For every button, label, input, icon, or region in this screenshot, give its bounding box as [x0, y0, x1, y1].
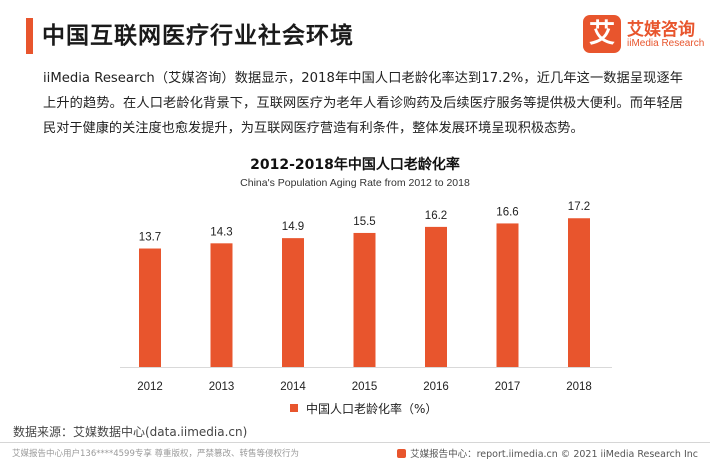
footer-report-text: 艾媒报告中心：report.iimedia.cn © 2021 iiMedia …: [410, 449, 698, 460]
chart-title: 2012-2018年中国人口老龄化率: [250, 157, 460, 173]
data-label-2015: 15.5: [353, 216, 375, 228]
x-tick-label-2018: 2018: [566, 381, 592, 393]
title-accent-bar: [26, 18, 33, 54]
bar-2012: [139, 248, 161, 367]
data-source: 数据来源：艾媒数据中心(data.iimedia.cn): [13, 425, 248, 439]
footer-report-link: 艾媒报告中心：report.iimedia.cn © 2021 iiMedia …: [397, 446, 698, 460]
x-tick-label-2012: 2012: [137, 381, 163, 393]
logo-mark-icon: 艾: [583, 15, 621, 53]
x-tick-label-2014: 2014: [280, 381, 306, 393]
bar-2017: [496, 223, 519, 367]
bar-2016: [425, 226, 447, 367]
intro-paragraph: iiMedia Research（艾媒咨询）数据显示，2018年中国人口老龄化率…: [43, 71, 683, 136]
data-label-2016: 16.2: [425, 210, 447, 222]
x-tick-label-2015: 2015: [352, 381, 378, 393]
legend-label: 中国人口老龄化率（%）: [306, 401, 438, 416]
data-label-2014: 14.9: [282, 221, 304, 233]
data-label-2018: 17.2: [568, 201, 590, 213]
report-center-icon: [397, 448, 407, 458]
data-label-2012: 13.7: [139, 232, 161, 244]
data-label-2013: 14.3: [210, 226, 232, 238]
bar-2014: [282, 238, 304, 367]
footer-divider: [0, 442, 710, 443]
logo-en-text: iiMedia Research: [627, 38, 705, 49]
bar-2013: [210, 243, 233, 367]
bar-2015: [353, 232, 376, 367]
x-tick-label-2013: 2013: [209, 381, 235, 393]
footer-copyright-notice: 艾媒报告中心用户136****4599专享 尊重版权，严禁篡改、转售等侵权行为: [12, 449, 300, 459]
iimedia-logo: 艾 艾媒咨询 iiMedia Research: [583, 14, 705, 58]
data-label-2017: 16.6: [496, 206, 518, 218]
chart-subtitle: China's Population Aging Rate from 2012 …: [240, 177, 470, 189]
bar-2018: [568, 218, 590, 367]
x-tick-label-2017: 2017: [495, 381, 521, 393]
page-title: 中国互联网医疗行业社会环境: [42, 23, 354, 49]
chart-legend: 中国人口老龄化率（%）: [290, 400, 437, 416]
legend-swatch: [290, 404, 298, 412]
logo-cn-text: 艾媒咨询: [627, 20, 695, 40]
x-tick-label-2016: 2016: [423, 381, 449, 393]
